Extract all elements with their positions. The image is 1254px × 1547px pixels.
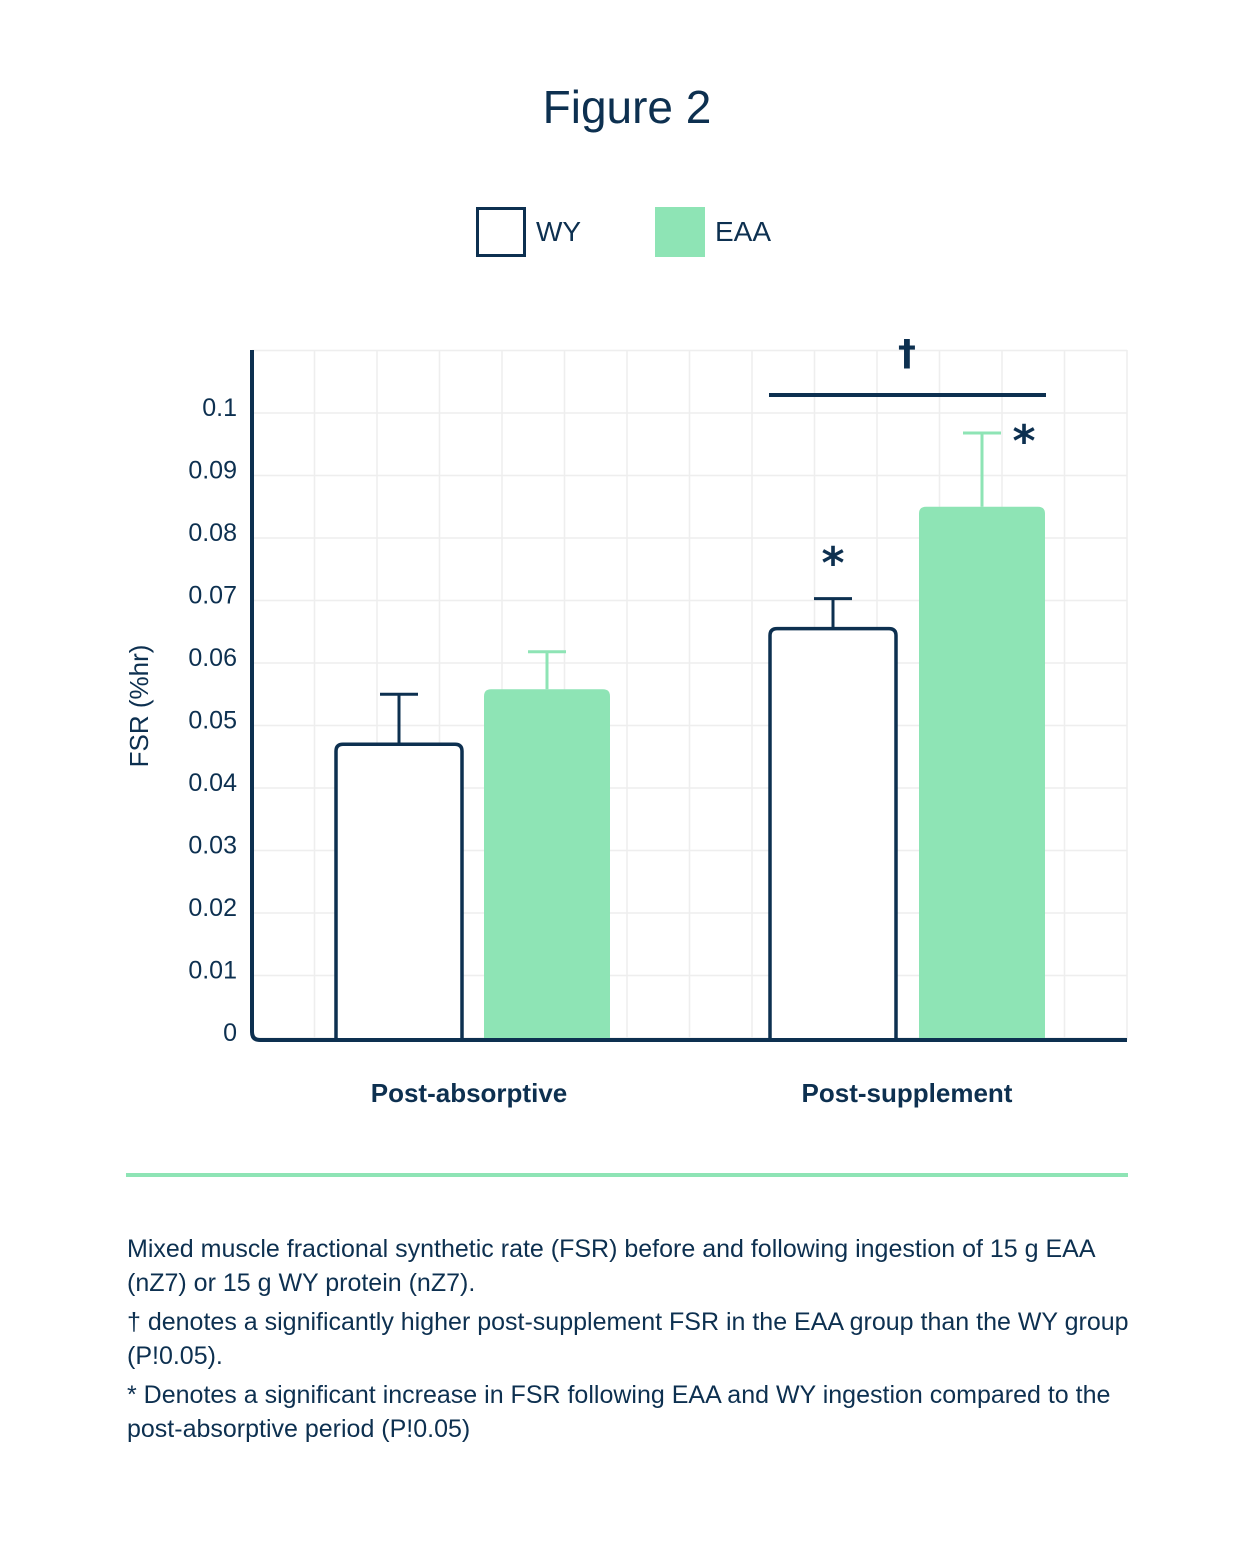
y-tick-label: 0.07 bbox=[188, 582, 237, 610]
caption-line-1: Mixed muscle fractional synthetic rate (… bbox=[127, 1235, 1095, 1297]
legend-item-wy: WY bbox=[476, 205, 581, 259]
y-tick-label: 0.05 bbox=[188, 707, 237, 735]
legend: WY EAA bbox=[0, 205, 1254, 259]
bar-eaa-1 bbox=[919, 506, 1045, 1040]
dagger-annotation: † bbox=[898, 333, 916, 374]
bar-eaa-0 bbox=[484, 689, 610, 1040]
y-tick-label: 0.1 bbox=[202, 394, 237, 422]
bar-wy-0 bbox=[334, 742, 464, 1040]
legend-label-wy: WY bbox=[536, 216, 582, 247]
y-axis-label: FSR (%hr) bbox=[124, 645, 154, 768]
legend-swatch-wy bbox=[476, 207, 526, 257]
caption-line-3: * Denotes a significant increase in FSR … bbox=[127, 1381, 1111, 1443]
y-tick-label: 0.09 bbox=[188, 457, 237, 485]
bar-wy-1 bbox=[768, 626, 898, 1040]
legend-label-eaa: EAA bbox=[715, 216, 772, 247]
y-tick-label: 0.01 bbox=[188, 957, 237, 985]
axis-lines bbox=[250, 350, 1127, 1042]
figure-caption: Mixed muscle fractional synthetic rate (… bbox=[127, 1232, 1137, 1451]
bar-chart: 0 0.01 0.02 0.03 0.04 0.05 0.06 0.07 0.08 0.09 0.1… bbox=[124, 333, 1128, 1108]
caption-divider bbox=[126, 1173, 1128, 1177]
figure-title: Figure 2 bbox=[542, 81, 712, 133]
caption-line-2: † denotes a significantly higher post-su… bbox=[127, 1308, 1129, 1370]
x-category-label: Post-supplement bbox=[802, 1078, 1013, 1108]
y-tick-label: 0.06 bbox=[188, 644, 237, 672]
y-tick-label: 0 bbox=[223, 1019, 237, 1047]
x-category-label: Post-absorptive bbox=[371, 1078, 568, 1108]
y-tick-label: 0.03 bbox=[188, 832, 237, 860]
legend-swatch-eaa bbox=[655, 207, 705, 257]
star-annotation-eaa: * bbox=[1012, 416, 1035, 467]
star-annotation-wy: * bbox=[821, 538, 844, 589]
y-tick-label: 0.02 bbox=[188, 894, 237, 922]
y-tick-label: 0.08 bbox=[188, 519, 237, 547]
y-tick-label: 0.04 bbox=[188, 769, 237, 797]
legend-item-eaa: EAA bbox=[655, 205, 771, 259]
